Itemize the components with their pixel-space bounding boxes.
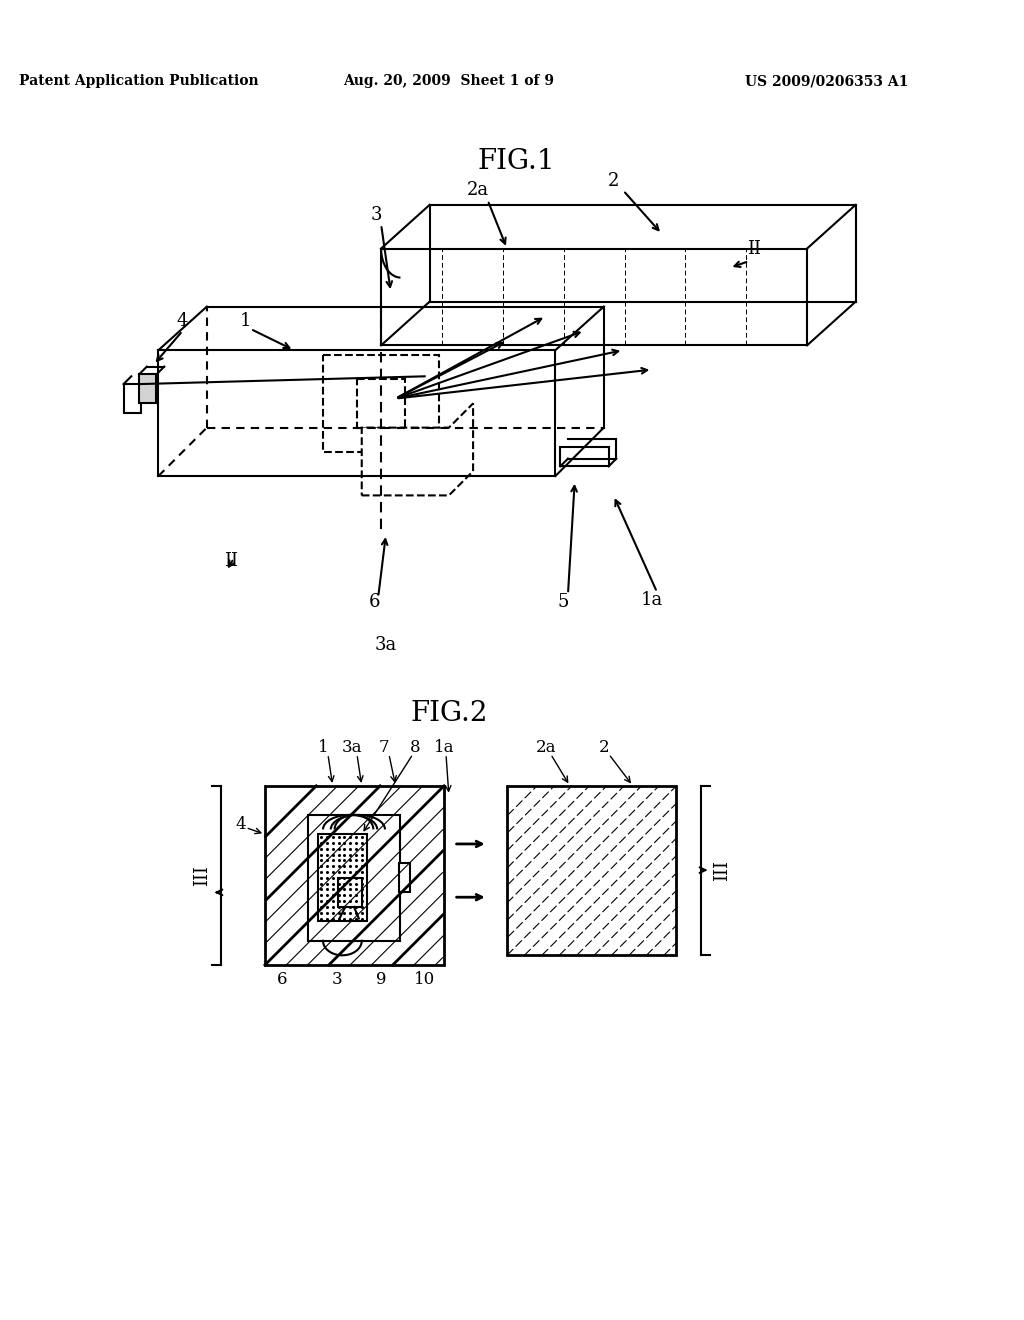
Text: 10: 10 [414, 972, 435, 987]
FancyBboxPatch shape [338, 878, 361, 907]
Polygon shape [560, 447, 608, 466]
Text: 4: 4 [236, 816, 246, 833]
Text: 3a: 3a [375, 636, 397, 655]
FancyBboxPatch shape [308, 814, 400, 941]
Text: Aug. 20, 2009  Sheet 1 of 9: Aug. 20, 2009 Sheet 1 of 9 [343, 74, 554, 88]
Text: 3: 3 [371, 206, 382, 223]
Text: 2a: 2a [467, 181, 489, 199]
Text: 3: 3 [332, 972, 343, 987]
Text: Patent Application Publication: Patent Application Publication [19, 74, 259, 88]
Text: 3a: 3a [342, 739, 362, 755]
Text: III: III [193, 866, 211, 887]
Text: II: II [746, 239, 761, 257]
FancyBboxPatch shape [124, 384, 141, 413]
Text: 2a: 2a [536, 739, 556, 755]
Text: 7: 7 [379, 739, 389, 755]
Text: 1: 1 [317, 739, 329, 755]
Text: 8: 8 [410, 739, 420, 755]
Text: 5: 5 [557, 593, 568, 611]
Text: 6: 6 [278, 972, 288, 987]
Text: FIG.1: FIG.1 [478, 148, 555, 174]
FancyBboxPatch shape [265, 785, 444, 965]
Text: 1a: 1a [434, 739, 455, 755]
FancyBboxPatch shape [398, 863, 411, 892]
Polygon shape [361, 404, 473, 495]
Text: 2: 2 [598, 739, 609, 755]
Text: 1a: 1a [641, 591, 664, 609]
Text: III: III [713, 859, 731, 880]
Text: 9: 9 [376, 972, 386, 987]
Text: 2: 2 [608, 172, 620, 190]
FancyBboxPatch shape [507, 785, 677, 956]
FancyBboxPatch shape [318, 834, 367, 921]
Text: 6: 6 [369, 593, 380, 611]
Polygon shape [139, 375, 157, 404]
Text: 1: 1 [240, 312, 251, 330]
Text: II: II [224, 552, 238, 570]
Text: FIG.2: FIG.2 [411, 700, 487, 727]
Text: 4: 4 [177, 312, 188, 330]
Text: US 2009/0206353 A1: US 2009/0206353 A1 [744, 74, 908, 88]
